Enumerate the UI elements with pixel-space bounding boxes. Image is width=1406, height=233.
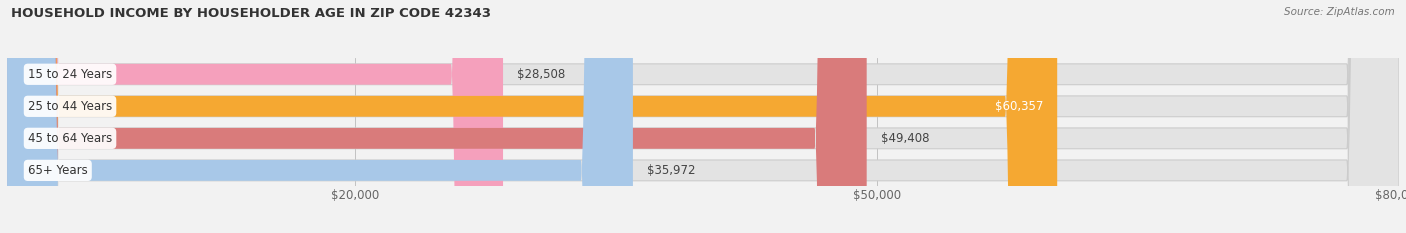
FancyBboxPatch shape <box>7 0 503 233</box>
FancyBboxPatch shape <box>7 0 1399 233</box>
Text: HOUSEHOLD INCOME BY HOUSEHOLDER AGE IN ZIP CODE 42343: HOUSEHOLD INCOME BY HOUSEHOLDER AGE IN Z… <box>11 7 491 20</box>
Text: $28,508: $28,508 <box>517 68 565 81</box>
FancyBboxPatch shape <box>7 0 1399 233</box>
Text: 25 to 44 Years: 25 to 44 Years <box>28 100 112 113</box>
Text: 45 to 64 Years: 45 to 64 Years <box>28 132 112 145</box>
FancyBboxPatch shape <box>7 0 1399 233</box>
FancyBboxPatch shape <box>7 0 866 233</box>
FancyBboxPatch shape <box>7 0 633 233</box>
Text: 65+ Years: 65+ Years <box>28 164 87 177</box>
Text: Source: ZipAtlas.com: Source: ZipAtlas.com <box>1284 7 1395 17</box>
FancyBboxPatch shape <box>7 0 1057 233</box>
Text: $60,357: $60,357 <box>995 100 1043 113</box>
Text: $49,408: $49,408 <box>880 132 929 145</box>
Text: $35,972: $35,972 <box>647 164 696 177</box>
FancyBboxPatch shape <box>7 0 1399 233</box>
Text: 15 to 24 Years: 15 to 24 Years <box>28 68 112 81</box>
